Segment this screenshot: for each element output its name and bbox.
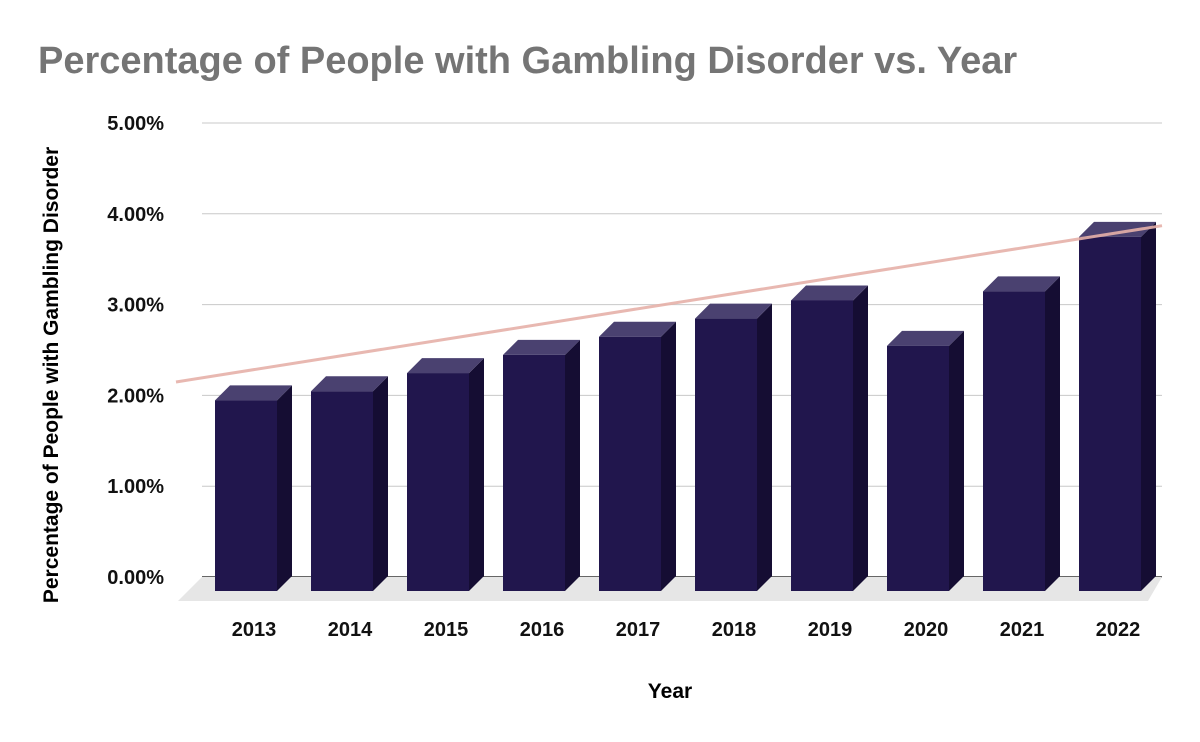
bar-front [503,354,565,591]
bar-side [757,303,772,591]
bar [695,303,772,591]
x-tick-label: 2014 [328,619,373,641]
bar [791,285,868,591]
bar-top [887,330,964,346]
y-axis-title: Percentage of People with Gambling Disor… [40,147,63,603]
bar-side [373,376,388,591]
trendline-group [175,224,1163,384]
x-tick-label: 2015 [424,619,469,641]
bar-top [695,303,772,319]
x-tick-label: 2022 [1096,619,1141,641]
x-tick-label: 2016 [520,619,565,641]
x-tick-label: 2013 [232,619,277,641]
bar-front [599,336,661,591]
x-tick-label: 2018 [712,619,757,641]
bars [215,221,1156,591]
bar-top [311,376,388,392]
y-tick-label: 0.00% [107,567,164,589]
bar-front [407,373,469,591]
bar-side [277,385,292,591]
bar [887,330,964,591]
bar-front [887,345,949,591]
bar-side [1141,221,1156,591]
bar [503,339,580,591]
bar [599,321,676,591]
y-tick-label: 4.00% [107,204,164,226]
bar [983,276,1060,591]
bar-front [215,400,277,591]
bar-side [565,339,580,591]
x-axis-ticks: 2013 2014 2015 2016 2017 2018 2019 2020 2021 2022 [232,619,1141,641]
x-tick-label: 2019 [808,619,853,641]
y-tick-label: 2.00% [107,385,164,407]
bar-top [599,321,676,337]
bar [215,385,292,591]
bar-front [1079,236,1141,591]
trendline [175,224,1163,384]
bar-side [853,285,868,591]
x-tick-label: 2020 [904,619,949,641]
bar-side [1045,276,1060,591]
y-tick-label: 1.00% [107,476,164,498]
bar-front [311,391,373,591]
x-axis-title: Year [648,680,692,703]
bar-top [503,339,580,355]
bar-top [983,276,1060,292]
bar-top [1079,221,1156,237]
bar-top [215,385,292,401]
bar-side [661,321,676,591]
bar [407,358,484,591]
bar-front [695,318,757,591]
y-tick-label: 5.00% [107,113,164,135]
bar-side [469,358,484,591]
bar [1079,221,1156,591]
bar-top [407,358,484,374]
y-axis-ticks: 0.00% 1.00% 2.00% 3.00% 4.00% 5.00% [107,113,164,589]
bar-front [983,291,1045,591]
y-tick-label: 3.00% [107,295,164,317]
x-tick-label: 2017 [616,619,661,641]
chart-title: Percentage of People with Gambling Disor… [38,40,1018,82]
bar [311,376,388,591]
bar-side [949,330,964,591]
x-tick-label: 2021 [1000,619,1045,641]
bar-front [791,300,853,591]
bar-top [791,285,868,301]
